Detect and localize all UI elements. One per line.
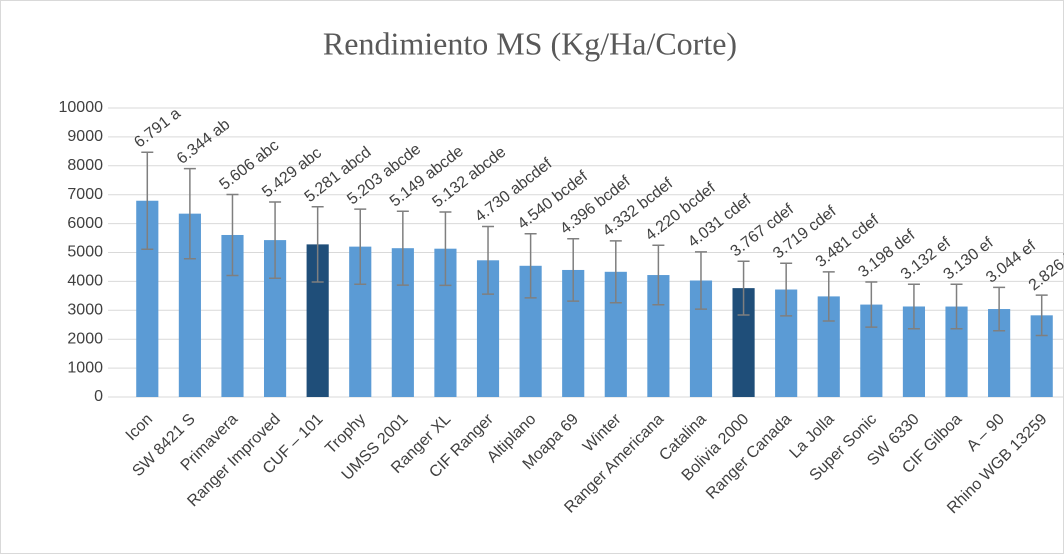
y-tick-label: 7000 xyxy=(67,186,103,203)
error-bar xyxy=(226,193,239,277)
y-tick-label: 10000 xyxy=(59,99,104,116)
error-bar xyxy=(993,286,1006,332)
y-tick-label: 1000 xyxy=(67,359,103,376)
bar xyxy=(263,240,287,397)
chart-title: Rendimiento MS (Kg/Ha/Corte) xyxy=(323,25,737,61)
error-bar xyxy=(865,281,878,328)
error-bar xyxy=(907,283,920,330)
error-bar xyxy=(652,244,665,306)
y-tick-label: 5000 xyxy=(67,244,103,261)
y-tick-label: 8000 xyxy=(67,157,103,174)
error-bar xyxy=(524,232,537,299)
error-bar xyxy=(694,251,707,310)
error-bar xyxy=(822,271,835,322)
y-tick-label: 2000 xyxy=(67,330,103,347)
bar xyxy=(178,213,201,397)
error-bar xyxy=(141,151,154,251)
error-bar xyxy=(354,208,367,285)
error-bar xyxy=(1035,294,1048,337)
error-bar xyxy=(780,262,793,317)
error-bar xyxy=(183,167,196,260)
y-tick-label: 6000 xyxy=(67,215,103,232)
y-tick-label: 9000 xyxy=(67,128,103,145)
error-bar xyxy=(567,237,580,302)
error-bar xyxy=(609,240,622,304)
error-bar xyxy=(737,260,750,316)
error-bar xyxy=(311,206,324,283)
error-bar xyxy=(439,211,452,287)
y-tick-label: 0 xyxy=(94,388,103,405)
error-bar xyxy=(269,201,282,279)
error-bar xyxy=(950,283,963,330)
y-tick-label: 3000 xyxy=(67,302,103,319)
error-bar xyxy=(482,225,495,295)
y-tick-label: 4000 xyxy=(67,273,103,290)
error-bar xyxy=(396,210,409,286)
